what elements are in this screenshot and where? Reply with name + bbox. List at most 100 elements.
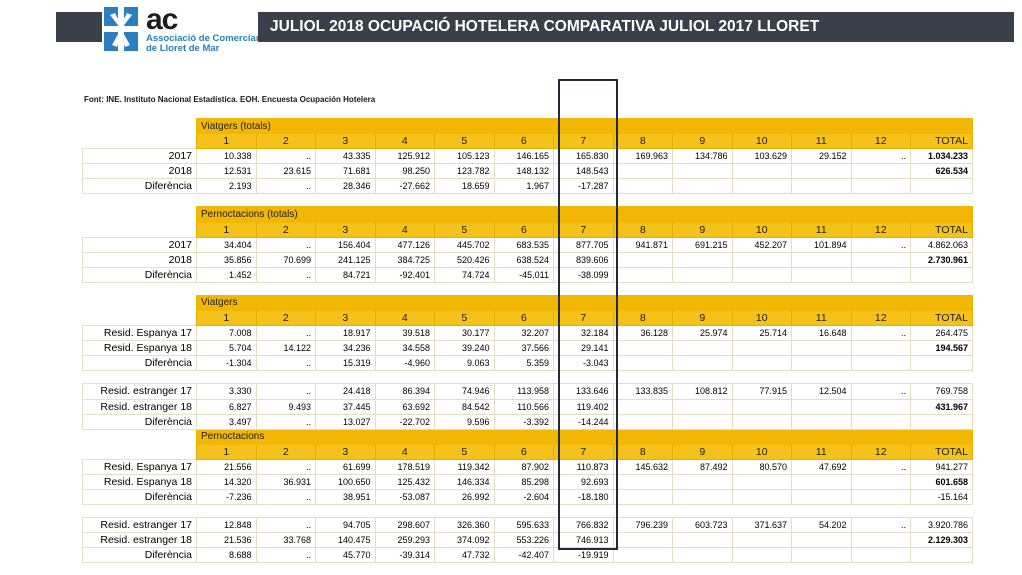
value-cell [672,532,733,549]
total-cell [909,266,974,283]
value-cell: 36.128 [612,325,673,342]
row-label: Diferència [82,355,197,372]
value-cell: 119.342 [434,458,495,475]
total-cell: -15.164 [909,489,974,506]
value-cell: 241.125 [315,251,376,268]
row-label: 2017 [82,148,197,165]
value-cell: 100.650 [315,473,376,491]
month-header: 9 [672,221,733,238]
month-header: 4 [374,310,435,327]
month-header: 8 [612,133,673,150]
source-note: Font: INE. Instituto Nacional Estadístic… [84,95,376,104]
value-cell: 145.632 [612,458,673,475]
total-cell: 4.862.063 [909,236,974,253]
row-label: Resid. Espanya 17 [82,325,197,342]
month-header: 3 [315,310,376,327]
value-cell [731,489,792,506]
value-cell: -7.236 [196,489,257,506]
value-cell [672,251,733,268]
value-cell: .. [850,517,911,534]
total-cell [909,547,974,564]
value-cell: 15.319 [315,355,376,372]
section-title-row: Pernoctacions [83,428,974,445]
month-header: 2 [255,310,316,327]
value-cell: 259.293 [374,532,435,549]
logo-subtitle-line2: de Lloret de Mar [146,43,220,54]
value-cell: 47.692 [791,458,852,475]
value-cell: 24.418 [315,383,376,400]
row-label: Diferència [82,178,197,195]
value-cell [791,547,852,564]
value-cell [612,413,673,430]
value-cell [731,163,792,180]
month-header: 4 [374,221,435,238]
table-row: Resid. estranger 17 12.848.. 94.705 298.607… [82,517,974,534]
month-header: 4 [374,133,435,150]
value-cell: .. [255,383,316,400]
value-cell [850,178,911,195]
value-cell: .. [255,178,316,195]
value-cell: 146.334 [434,473,495,491]
value-cell: -42.407 [493,547,554,564]
value-cell: 63.692 [374,398,435,415]
value-cell: 134.786 [672,148,733,165]
total-cell: 194.567 [909,340,974,357]
value-cell: -53.087 [374,489,435,506]
value-cell: -18.180 [553,489,614,506]
table-row: Diferència 1.452.. 84.721 -92.401 74.724 -45.… [82,266,974,283]
row-label: 2017 [82,236,197,253]
value-cell [850,473,911,491]
month-header: 10 [731,310,792,327]
value-cell: 14.320 [196,473,257,491]
total-header: TOTAL [909,221,974,238]
value-cell: 61.699 [315,458,376,475]
table-row: Resid. Espanya 18 5.704 14.122 34.236 34.558… [82,340,974,357]
value-cell [850,532,911,549]
month-header: 1 [196,310,257,327]
value-cell: 84.542 [434,398,495,415]
value-cell: 26.992 [434,489,495,506]
month-header: 2 [255,443,316,460]
spacer-cell [83,194,973,207]
blank-cell [83,119,197,134]
value-cell: 110.566 [493,398,554,415]
value-cell: 5.359 [493,355,554,372]
value-cell: 9.493 [255,398,316,415]
row-label: 2018 [82,163,197,180]
value-cell [672,355,733,372]
blank-cell [83,311,197,326]
table-row: 2017 34.404.. 156.404 477.126 445.702 683.535… [82,236,974,253]
logo: ac Associació de Comerciants de Lloret d… [104,3,270,59]
table-row: Resid. Espanya 17 7.008.. 18.917 39.518 30.1… [82,325,974,342]
value-cell: 1.452 [196,266,257,283]
section-title: Viatgers [195,294,974,312]
table-row: Resid. estranger 18 6.827 9.493 37.445 63.69… [82,398,974,415]
value-cell: 5.704 [196,340,257,357]
value-cell: 34.404 [196,236,257,253]
value-cell [850,489,911,506]
value-cell [850,163,911,180]
value-cell [672,178,733,195]
month-header: 12 [850,133,911,150]
value-cell: 25.974 [672,325,733,342]
table-row: 2017 10.338.. 43.335 125.912 105.123 146.165 1… [82,148,974,165]
month-header: 9 [672,133,733,150]
spacer-cell [83,371,973,384]
value-cell: 371.637 [731,517,792,534]
value-cell: -1.304 [196,355,257,372]
value-cell [731,178,792,195]
value-cell: 9.596 [434,413,495,430]
total-cell: 601.658 [909,473,974,491]
value-cell: 98.250 [374,163,435,180]
value-cell: -4.960 [374,355,435,372]
value-cell [731,413,792,430]
total-cell: 264.475 [909,325,974,342]
table-row: Diferència 3.497.. 13.027 -22.702 9.596 -3.39… [82,413,974,430]
section-title-row: Pernoctacions (totals) [83,206,974,223]
month-header: 11 [791,133,852,150]
table-row: Diferència -1.304.. 15.319 -4.960 9.063 5.359… [82,355,974,372]
month-header: 7 [553,133,614,150]
section-title: Pernoctacions [195,428,974,445]
total-cell: 3.920.786 [909,517,974,534]
value-cell: .. [255,325,316,342]
